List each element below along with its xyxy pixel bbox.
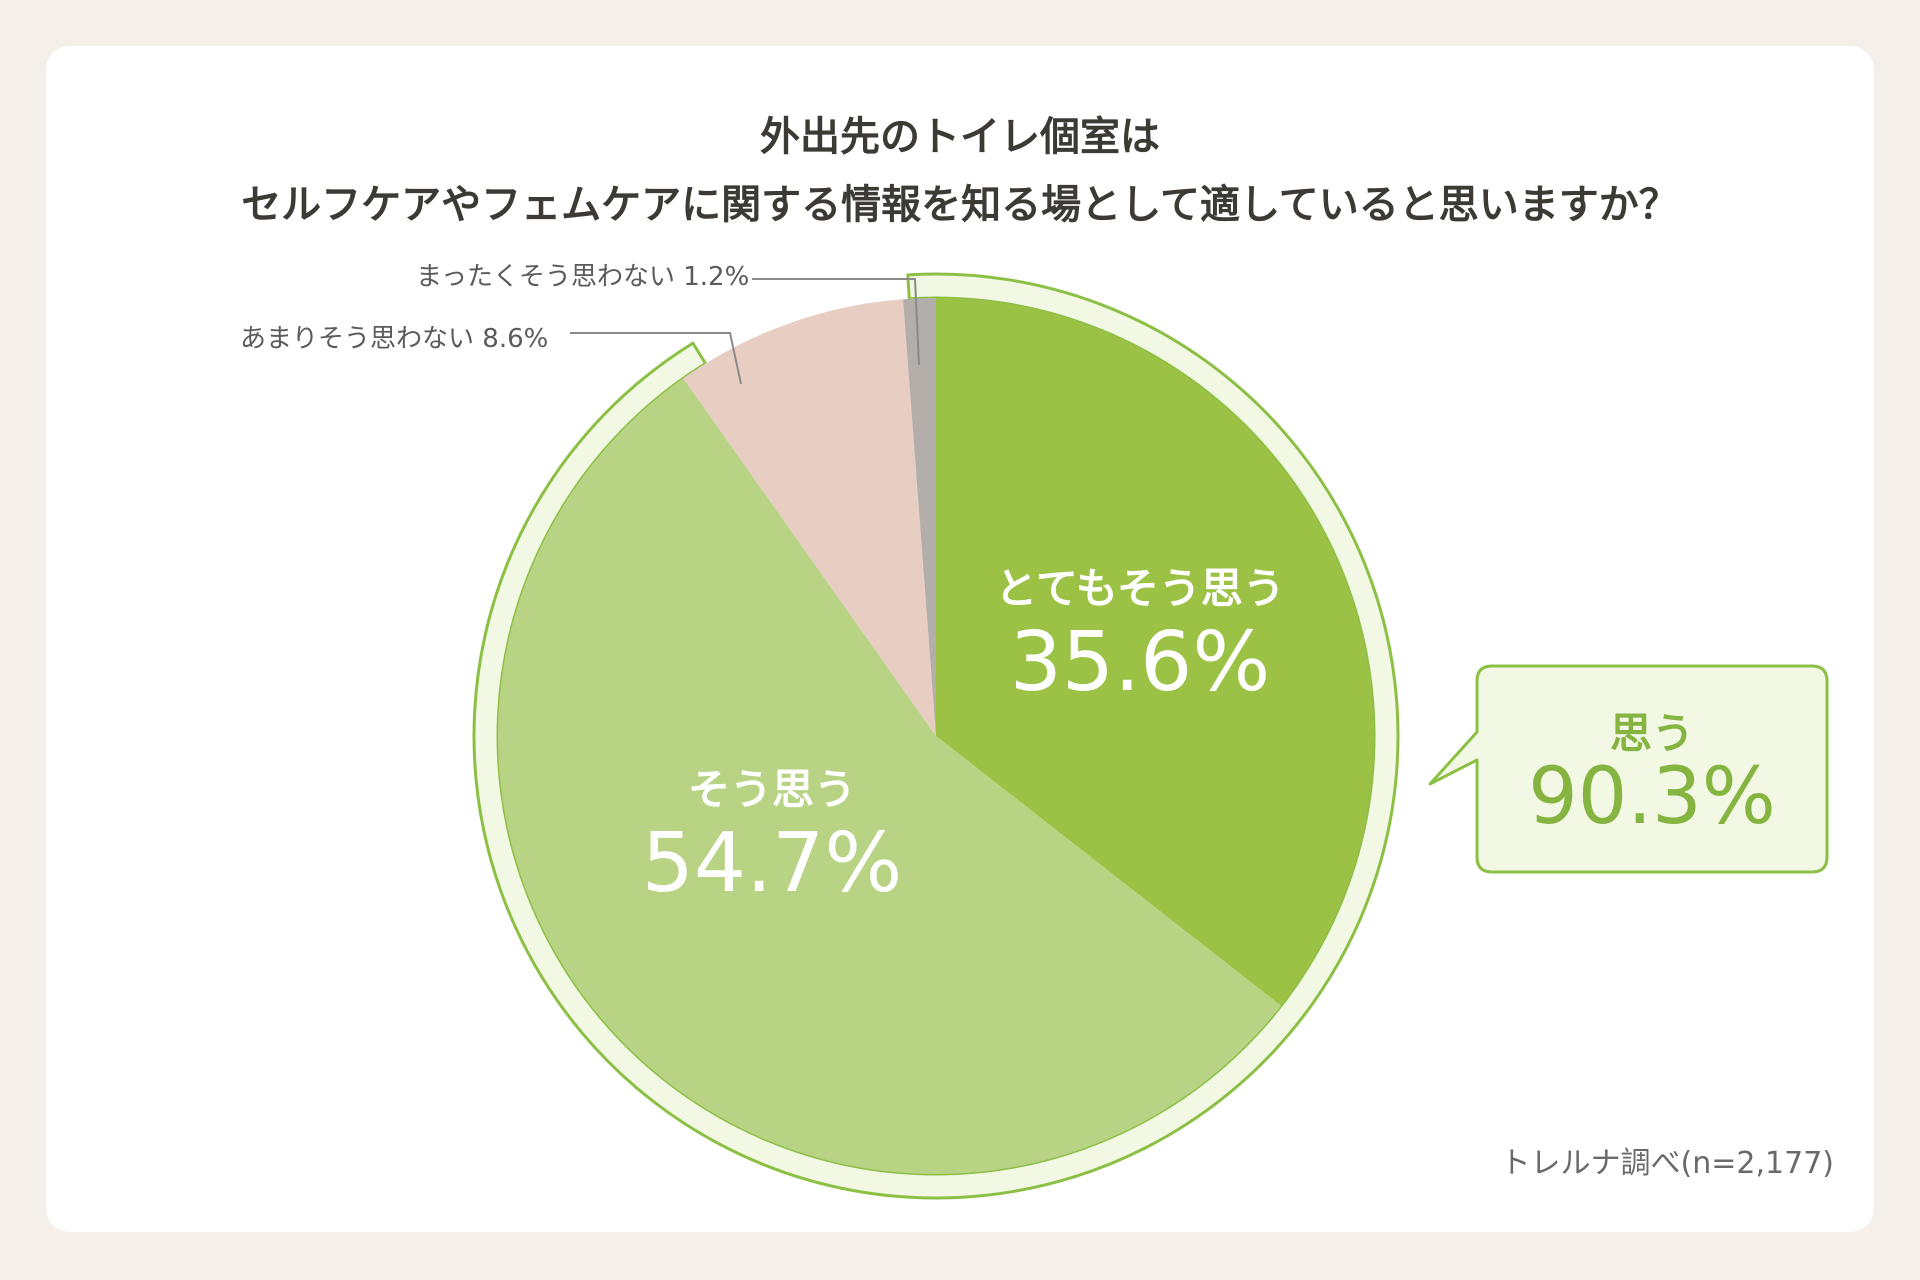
source-note: トレルナ調べ(n=2,177) xyxy=(1500,1146,1834,1181)
pie-slice-strongly-agree xyxy=(936,298,1374,1006)
chart-title-line-2: セルフケアやフェムケアに関する情報を知る場として適していると思いますか？ xyxy=(241,182,1679,228)
slice-name-strongly-agree: とてもそう思う xyxy=(995,564,1285,613)
slice-name-agree: そう思う xyxy=(687,765,856,814)
callout-label-strongly-disagree: まったくそう思わない 1.2% xyxy=(416,262,750,292)
slice-label-agree: そう思う 54.7% xyxy=(612,756,932,911)
leader-line-disagree xyxy=(570,332,742,385)
callout-label-disagree: あまりそう思わない 8.6% xyxy=(240,324,549,354)
leader-line-strongly-disagree xyxy=(752,278,920,366)
chart-title-line-1: 外出先のトイレ個室は xyxy=(760,114,1160,160)
slice-value-strongly-agree: 35.6% xyxy=(1009,615,1271,710)
summary-callout: 思う 90.3% xyxy=(1477,666,1827,872)
summary-label: 思う xyxy=(1609,709,1694,758)
slice-value-agree: 54.7% xyxy=(641,816,903,911)
summary-value: 90.3% xyxy=(1528,752,1776,842)
pie-slice-agree xyxy=(497,378,1281,1175)
pie-slice-disagree xyxy=(683,299,936,736)
pie-slice-strongly-disagree xyxy=(903,298,936,736)
summary-bubble-shape xyxy=(1428,664,1829,874)
slice-label-strongly-agree: とてもそう思う 35.6% xyxy=(980,555,1300,710)
